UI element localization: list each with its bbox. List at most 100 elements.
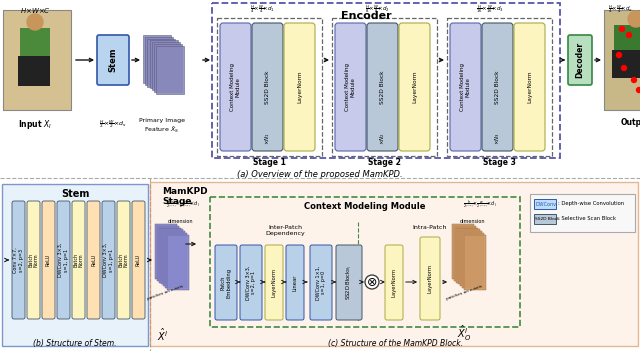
Text: $\frac{H}{4}$$\times$$\frac{W}{4}$$\times d_o$: $\frac{H}{4}$$\times$$\frac{W}{4}$$\time… [607,3,632,15]
FancyBboxPatch shape [117,201,130,319]
Text: Output: Output [621,118,640,127]
Bar [3,10,71,110]
Bar [212,3,560,158]
Text: patches on z-axis: patches on z-axis [445,284,483,301]
Text: Input $X_I$: Input $X_I$ [18,118,52,131]
FancyBboxPatch shape [450,23,481,151]
Bar [452,224,474,279]
Text: SS2D Block: SS2D Block [380,70,385,104]
Text: $\otimes$: $\otimes$ [366,276,378,289]
Text: $\frac{H}{8}$$\times$$\frac{W}{8}$$\times d_2$: $\frac{H}{8}$$\times$$\frac{W}{8}$$\time… [365,3,389,15]
FancyBboxPatch shape [132,201,145,319]
Text: LayerNorm: LayerNorm [271,268,276,297]
Circle shape [620,26,625,32]
Text: (a) Overview of the proposed MamKPD.: (a) Overview of the proposed MamKPD. [237,170,403,179]
Text: $\times N_3$: $\times N_3$ [493,133,502,145]
Text: $\frac{h}{2^{(l+1)}}$$\times$$\frac{w}{2^{(l+1)}}$$\times d_l$: $\frac{h}{2^{(l+1)}}$$\times$$\frac{w}{2… [166,199,200,211]
Text: Context Modeling
Module: Context Modeling Module [345,63,356,111]
Text: (b) Structure of Stem.: (b) Structure of Stem. [33,339,116,348]
Text: Stem: Stem [61,189,89,199]
FancyBboxPatch shape [102,201,115,319]
Bar [614,25,640,50]
Text: Stem: Stem [109,48,118,72]
Text: Decoder: Decoder [575,42,584,78]
Text: $\frac{H}{4}$$\times$$\frac{W}{4}$$\times d_1$: $\frac{H}{4}$$\times$$\frac{W}{4}$$\time… [250,3,275,15]
Bar [464,235,486,290]
FancyBboxPatch shape [399,23,430,151]
FancyBboxPatch shape [514,23,545,151]
FancyBboxPatch shape [482,23,513,151]
Text: ReLU: ReLU [136,254,141,266]
FancyBboxPatch shape [57,201,70,319]
Text: Primary Image
Feature $\hat{X}_S$: Primary Image Feature $\hat{X}_S$ [139,118,185,135]
Text: LayerNorm: LayerNorm [297,71,302,103]
Text: $\times N_2$: $\times N_2$ [378,133,387,145]
FancyBboxPatch shape [367,23,398,151]
Text: Encoder: Encoder [340,11,391,21]
Bar [3,10,71,110]
Bar [161,230,183,284]
Text: DWConv 1×1,
s=1, p=0: DWConv 1×1, s=1, p=0 [316,265,326,300]
Text: Stage 3: Stage 3 [483,158,516,167]
Circle shape [628,11,640,27]
FancyBboxPatch shape [87,201,100,319]
FancyBboxPatch shape [252,23,283,151]
Text: DWConv 3×3,
s=1, p=1: DWConv 3×3, s=1, p=1 [58,243,69,277]
Text: LayerNorm: LayerNorm [392,268,397,297]
Text: LayerNorm: LayerNorm [527,71,532,103]
Bar [2,184,148,346]
Bar [150,40,178,88]
Text: Context Modeling
Module: Context Modeling Module [460,63,471,111]
Text: ReLU: ReLU [91,254,96,266]
Text: $\frac{h}{2^{(l+2)}}$$\times$$\frac{w}{2^{(l+2)}}$$\times d_l$: $\frac{h}{2^{(l+2)}}$$\times$$\frac{w}{2… [463,199,497,211]
Bar [152,42,180,90]
Text: SS2D Block: SS2D Block [265,70,270,104]
FancyBboxPatch shape [335,23,366,151]
Text: MamKPD
Stage: MamKPD Stage [162,187,207,206]
FancyBboxPatch shape [336,245,362,320]
Circle shape [27,14,43,30]
Bar [157,226,179,281]
Bar [165,233,187,288]
Circle shape [627,33,632,38]
Bar [604,10,640,110]
Text: $\times N_1$: $\times N_1$ [263,133,272,145]
Bar [150,182,638,346]
Text: (c) Structure of the MamKPD Block.: (c) Structure of the MamKPD Block. [328,339,463,348]
Bar [155,224,177,279]
FancyBboxPatch shape [240,245,262,320]
FancyBboxPatch shape [97,35,129,85]
Text: dimension: dimension [460,219,484,224]
FancyBboxPatch shape [42,201,55,319]
Circle shape [365,275,379,289]
Bar [156,46,184,94]
FancyBboxPatch shape [220,23,251,151]
Text: $\hat{X}_O^l$: $\hat{X}_O^l$ [457,324,471,343]
Bar [458,230,480,284]
Bar [460,231,482,286]
Text: Context Modeling Module: Context Modeling Module [304,202,426,211]
Text: LayerNorm: LayerNorm [428,264,433,293]
Bar [217,18,322,156]
FancyBboxPatch shape [284,23,315,151]
Bar [163,231,185,286]
Text: Batch
Norm: Batch Norm [73,253,84,267]
Bar [534,214,556,224]
Text: LayerNorm: LayerNorm [412,71,417,103]
Text: ReLU: ReLU [46,254,51,266]
Text: $\hat{X}^l$: $\hat{X}^l$ [157,327,168,343]
Text: $\frac{H}{16}$$\times$$\frac{W}{16}$$\times d_3$: $\frac{H}{16}$$\times$$\frac{W}{16}$$\ti… [476,3,504,15]
Text: Patch
Embedding: Patch Embedding [221,267,232,298]
FancyBboxPatch shape [286,245,304,320]
Bar [530,194,635,232]
Bar [447,18,552,156]
Bar [145,37,173,85]
Text: DWConv 3×3,
s=2, p=1: DWConv 3×3, s=2, p=1 [246,265,257,300]
FancyBboxPatch shape [265,245,283,320]
FancyBboxPatch shape [310,245,332,320]
Text: SS2D Block: SS2D Block [495,70,500,104]
Text: Linear: Linear [292,274,298,291]
Bar [20,28,50,56]
Text: Batch
Norm: Batch Norm [118,253,129,267]
Circle shape [621,66,627,71]
